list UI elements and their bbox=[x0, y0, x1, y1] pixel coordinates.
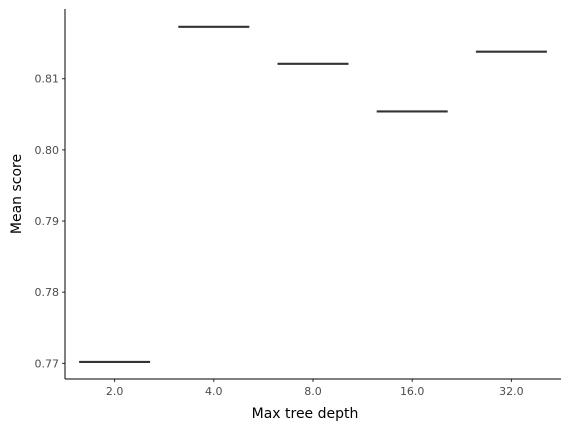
y-tick-label: 0.78 bbox=[35, 286, 60, 299]
y-axis-ticks: 0.77 0.78 0.79 0.80 0.81 bbox=[35, 73, 65, 370]
x-tick-label: 2.0 bbox=[106, 385, 124, 398]
y-tick-label: 0.77 bbox=[35, 357, 60, 370]
y-tick-label: 0.79 bbox=[35, 215, 60, 228]
y-tick-label: 0.81 bbox=[35, 73, 60, 86]
y-tick-label: 0.80 bbox=[35, 144, 60, 157]
x-axis-ticks: 2.0 4.0 8.0 16.0 32.0 bbox=[106, 379, 524, 398]
chart-marks bbox=[79, 25, 547, 364]
x-tick-label: 32.0 bbox=[499, 385, 524, 398]
y-axis-title: Mean score bbox=[9, 154, 25, 234]
x-tick-label: 4.0 bbox=[205, 385, 223, 398]
x-axis-title: Max tree depth bbox=[252, 406, 359, 422]
x-tick-label: 16.0 bbox=[400, 385, 425, 398]
x-tick-label: 8.0 bbox=[304, 385, 322, 398]
